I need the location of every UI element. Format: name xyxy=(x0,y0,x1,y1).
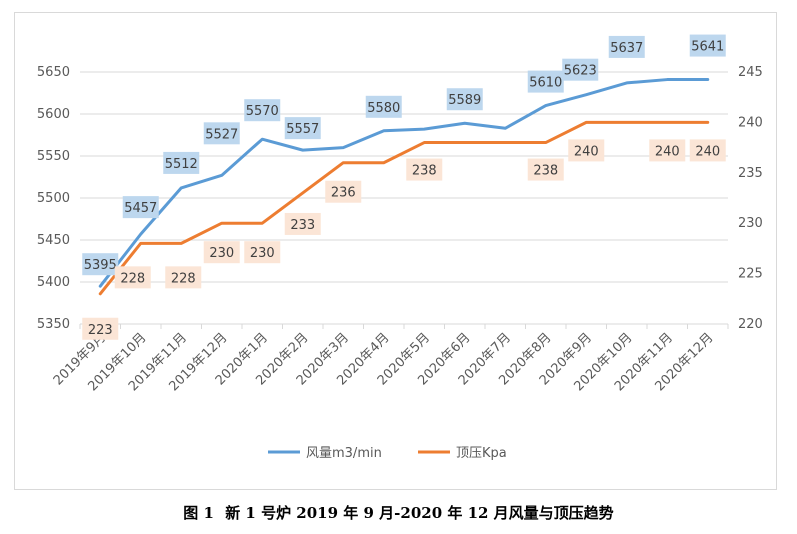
data-label-box-airflow xyxy=(608,35,645,58)
data-label-airflow: 5557 xyxy=(286,122,319,137)
y-left-tick-label: 5500 xyxy=(37,191,70,206)
y-left-tick-label: 5350 xyxy=(37,317,70,332)
data-label-pressure: 230 xyxy=(209,246,234,261)
y-left-tick-label: 5400 xyxy=(37,275,70,290)
data-label-airflow: 5527 xyxy=(205,127,238,142)
data-label-airflow: 5589 xyxy=(448,93,481,108)
data-label-box-pressure xyxy=(568,139,605,162)
y-right-tick-label: 235 xyxy=(738,166,763,181)
data-label-box-airflow xyxy=(562,58,599,81)
data-label-box-airflow xyxy=(365,95,402,118)
data-label-box-pressure xyxy=(114,266,151,289)
y-right-tick-label: 225 xyxy=(738,267,763,282)
caption-text: 新 1 号炉 2019 年 9 月-2020 年 12 月风量与顶压趋势 xyxy=(225,504,614,522)
data-label-pressure: 240 xyxy=(574,144,599,159)
chart: 5350 5400 5450 5500 5550 5600 5650 220 225 230 235… xyxy=(37,34,763,461)
data-label-box-airflow xyxy=(689,34,726,57)
y-right-tick-label: 245 xyxy=(738,65,763,80)
y-left-tick-label: 5550 xyxy=(37,149,70,164)
caption-figure-number: 图 1 xyxy=(183,504,214,522)
data-label-airflow: 5580 xyxy=(367,101,400,116)
data-label-box-pressure xyxy=(244,241,281,264)
data-label-pressure: 240 xyxy=(695,144,720,159)
data-label-airflow: 5457 xyxy=(124,201,157,216)
y-right-tick-label: 240 xyxy=(738,115,763,130)
y-right-tick-label: 230 xyxy=(738,216,763,231)
data-label-airflow: 5610 xyxy=(529,76,562,91)
data-label-airflow: 5623 xyxy=(564,64,597,79)
data-label-box-pressure xyxy=(689,139,726,162)
data-label-box-pressure xyxy=(325,180,362,203)
data-label-box-pressure xyxy=(649,139,686,162)
data-label-box-airflow xyxy=(284,117,321,140)
series-line-top-pressure xyxy=(98,120,710,296)
data-label-box-airflow xyxy=(446,88,483,111)
data-label-pressure: 238 xyxy=(533,164,558,179)
data-label-box-airflow xyxy=(244,99,281,122)
data-label-airflow: 5395 xyxy=(84,258,117,273)
data-label-airflow: 5637 xyxy=(610,41,643,56)
y-left-tick-label: 5650 xyxy=(37,65,70,80)
data-label-pressure: 233 xyxy=(290,218,315,233)
y-right-tick-label: 220 xyxy=(738,317,763,332)
chart-frame xyxy=(14,12,777,490)
data-label-box-airflow xyxy=(122,196,159,219)
y-left-tick-label: 5450 xyxy=(37,233,70,248)
data-label-box-pressure xyxy=(284,212,321,235)
data-label-pressure: 228 xyxy=(171,271,196,286)
data-label-box-pressure xyxy=(165,266,202,289)
data-label-box-pressure xyxy=(406,158,443,181)
series-line-airflow xyxy=(98,78,710,288)
data-label-box-pressure xyxy=(82,317,119,340)
data-label-airflow: 5570 xyxy=(246,104,279,119)
data-label-box-airflow xyxy=(203,122,240,145)
data-label-pressure: 223 xyxy=(88,323,113,338)
legend-label-pressure: 顶压Kpa xyxy=(456,446,507,461)
legend-label-airflow: 风量m3/min xyxy=(306,446,382,461)
data-label-airflow: 5641 xyxy=(691,40,724,55)
data-label-box-airflow xyxy=(163,151,200,174)
data-label-box-pressure xyxy=(527,158,564,181)
figure-caption: 图 1 新 1 号炉 2019 年 9 月-2020 年 12 月风量与顶压趋势 xyxy=(0,502,797,523)
data-label-pressure: 238 xyxy=(412,164,437,179)
data-label-pressure: 228 xyxy=(120,271,145,286)
data-label-box-airflow xyxy=(527,70,564,93)
y-left-tick-label: 5600 xyxy=(37,107,70,122)
data-label-pressure: 240 xyxy=(655,144,680,159)
data-label-box-pressure xyxy=(203,241,240,264)
data-label-airflow: 5512 xyxy=(165,157,198,172)
data-label-pressure: 236 xyxy=(331,186,356,201)
data-label-box-airflow xyxy=(82,253,119,276)
data-label-pressure: 230 xyxy=(250,246,275,261)
